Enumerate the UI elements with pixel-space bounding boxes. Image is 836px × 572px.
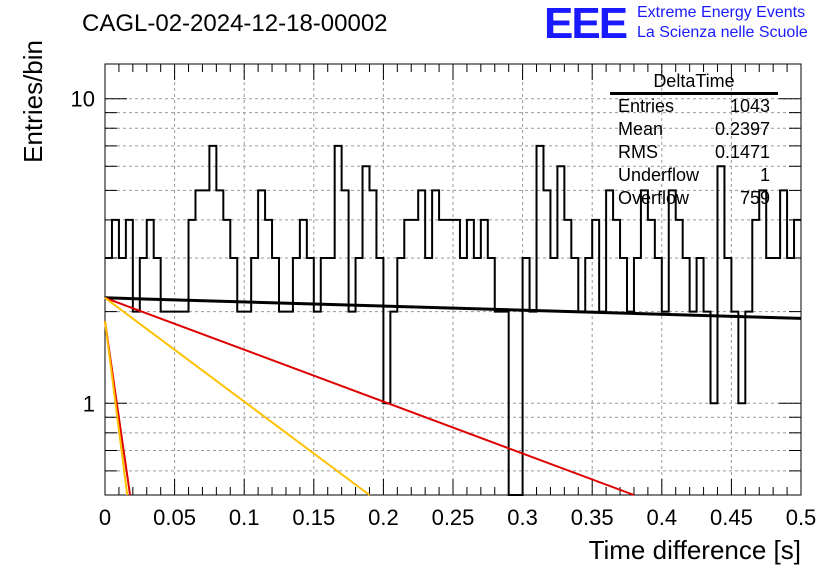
x-axis-label: Time difference [s] bbox=[589, 535, 801, 565]
axis-ticks bbox=[104, 64, 802, 496]
stats-title: DeltaTime bbox=[610, 70, 778, 95]
y-tick-labels: 1 10 bbox=[71, 87, 95, 417]
fit-curve bbox=[104, 297, 371, 496]
fit-curve bbox=[104, 321, 129, 496]
stats-label: Overflow bbox=[618, 188, 690, 208]
stats-value: 0.2397 bbox=[714, 119, 770, 139]
stats-box: DeltaTime Entries 1043 Mean 0.2397 RMS 0… bbox=[610, 70, 778, 210]
x-tick-label: 0.2 bbox=[368, 505, 399, 530]
stats-value: 0.1471 bbox=[714, 142, 770, 162]
x-tick-labels: 0 0.05 0.1 0.15 0.2 0.25 0.3 0.35 0.4 0.45 0.5 bbox=[99, 505, 816, 530]
fit-curve bbox=[104, 296, 802, 320]
x-tick-label: 0.45 bbox=[710, 505, 753, 530]
histogram-line bbox=[105, 144, 801, 496]
x-tick-label: 0 bbox=[99, 505, 111, 530]
x-tick-label: 0.15 bbox=[292, 505, 335, 530]
logo-line-1: Extreme Energy Events bbox=[637, 4, 806, 21]
y-tick-label: 10 bbox=[71, 87, 95, 112]
x-tick-label: 0.5 bbox=[786, 505, 817, 530]
stats-row-entries: Entries 1043 bbox=[610, 95, 778, 118]
stats-value: 1 bbox=[759, 165, 770, 185]
x-tick-label: 0.3 bbox=[507, 505, 538, 530]
x-tick-label: 0.35 bbox=[571, 505, 614, 530]
eee-logo: EEE bbox=[544, 0, 628, 48]
stats-label: Underflow bbox=[618, 165, 700, 185]
x-tick-label: 0.4 bbox=[647, 505, 678, 530]
fit-curves bbox=[104, 296, 802, 496]
fit-curve bbox=[104, 296, 635, 496]
stats-value: 1043 bbox=[729, 96, 770, 116]
x-tick-label: 0.1 bbox=[229, 505, 260, 530]
x-tick-label: 0.05 bbox=[153, 505, 196, 530]
y-axis-label: Entries/bin bbox=[18, 40, 48, 163]
stats-value: 759 bbox=[739, 188, 770, 208]
y-tick-label: 1 bbox=[83, 391, 95, 416]
chart-title: CAGL-02-2024-12-18-00002 bbox=[82, 10, 388, 37]
stats-row-rms: RMS 0.1471 bbox=[610, 141, 778, 164]
stats-label: Entries bbox=[618, 96, 675, 116]
logo-line-2: La Scienza nelle Scuole bbox=[637, 24, 808, 41]
stats-row-underflow: Underflow 1 bbox=[610, 164, 778, 187]
stats-label: RMS bbox=[618, 142, 658, 162]
stats-row-overflow: Overflow 759 bbox=[610, 187, 778, 210]
x-tick-label: 0.25 bbox=[432, 505, 475, 530]
stats-label: Mean bbox=[618, 119, 664, 139]
stats-row-mean: Mean 0.2397 bbox=[610, 118, 778, 141]
